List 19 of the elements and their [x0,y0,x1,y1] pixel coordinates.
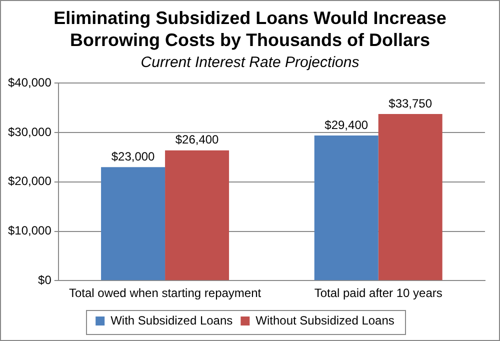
x-tick-label: Total owed when starting repayment [68,286,262,300]
x-tick-label: Total paid after 10 years [314,286,442,300]
y-tick-label: $20,000 [8,174,52,188]
bar [101,167,166,280]
bar [165,150,230,280]
chart-subtitle: Current Interest Rate Projections [140,54,360,71]
y-tick-label: $30,000 [8,124,52,139]
bar [314,136,378,280]
data-label: $23,000 [111,149,156,164]
data-label: $29,400 [324,118,368,132]
bar [378,114,442,280]
legend-label: With Subsidized Loans [110,313,233,328]
legend-label: Without Subsidized Loans [256,313,394,328]
chart-title: Eliminating Subsidized Loans Would Increase Borrowing Costs by Thousands of Dollars [52,7,448,51]
data-label: $33,750 [388,96,432,110]
y-tick-label: $0 [38,272,52,287]
y-tick-label: $40,000 [8,76,52,90]
data-label: $26,400 [175,132,220,147]
y-tick-label: $10,000 [8,224,52,238]
